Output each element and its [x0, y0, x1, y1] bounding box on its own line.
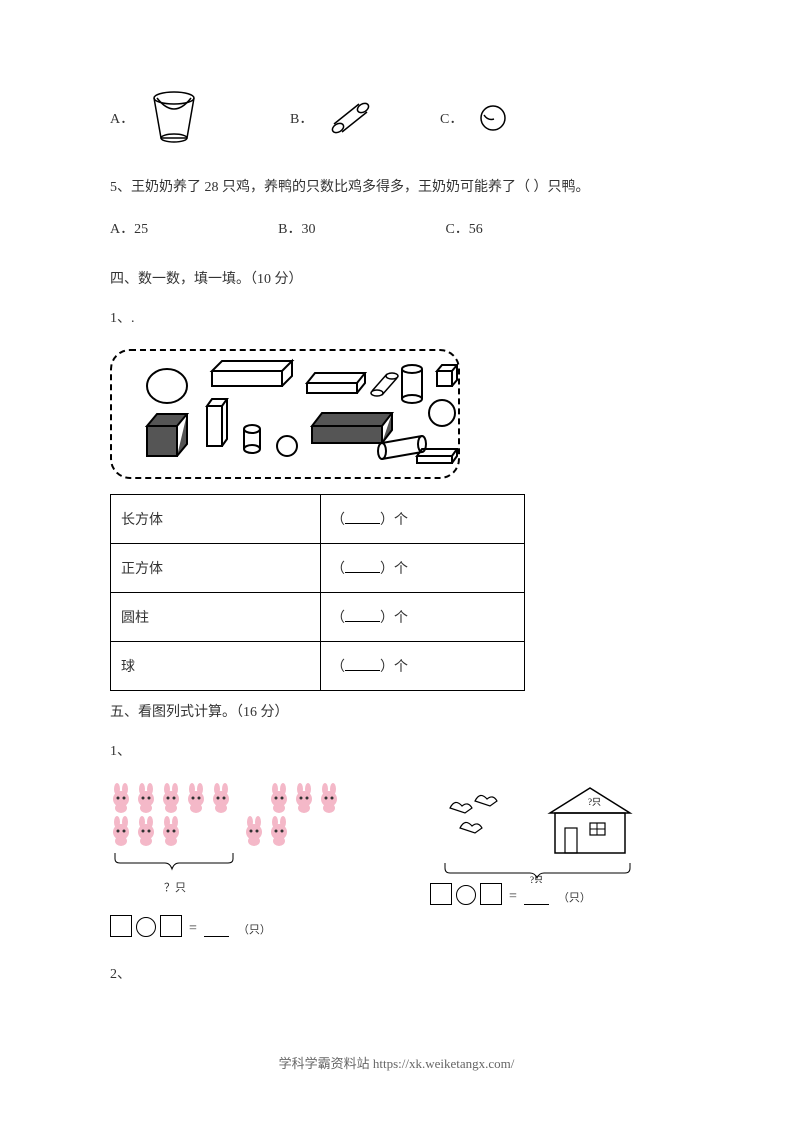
table-row: 正方体 （）个 [111, 544, 525, 593]
shape-count-cell: （）个 [321, 495, 525, 544]
rabbit-icon [110, 816, 132, 846]
svg-text:?只: ?只 [588, 797, 601, 807]
shapes-collection-box [110, 349, 460, 479]
q4-options-row: A． B． C． [110, 90, 683, 145]
section5-header: 五、看图列式计算。（16 分） [110, 701, 683, 721]
blank-input[interactable] [345, 512, 380, 524]
rabbit-icon [160, 783, 182, 813]
q4-option-c: C． [440, 103, 508, 133]
rabbit-icon [110, 783, 132, 813]
section5-q2: 2、 [110, 962, 683, 987]
table-row: 长方体 （）个 [111, 495, 525, 544]
q4-option-b: B． [290, 98, 440, 138]
equation-box-input[interactable] [110, 915, 132, 937]
equation-operator-input[interactable] [136, 917, 156, 937]
q4-label-b: B． [290, 108, 313, 128]
bird-house-problem: ?只 ?只 = （只） [430, 783, 680, 937]
shape-label: 圆柱 [111, 593, 321, 642]
rabbit-icon [160, 816, 182, 846]
shape-count-table: 长方体 （）个 正方体 （）个 圆柱 （）个 球 （）个 [110, 494, 525, 691]
bracket-icon [110, 851, 240, 871]
blank-input[interactable] [345, 610, 380, 622]
q4-label-c: C． [440, 108, 463, 128]
equation-row: = （只） [430, 883, 680, 905]
equation-operator-input[interactable] [456, 885, 476, 905]
q5-option-b: B．30 [278, 218, 315, 238]
shape-label: 正方体 [111, 544, 321, 593]
equation-unit: （只） [558, 889, 591, 905]
rabbit-icon [268, 783, 290, 813]
shapes-collection-icon [112, 351, 458, 477]
section5-q1: 1、 [110, 739, 683, 764]
bucket-icon [149, 90, 199, 145]
rabbit-icon [268, 816, 290, 846]
shape-count-cell: （）个 [321, 544, 525, 593]
bird-house-icon: ?只 ?只 [430, 783, 680, 883]
rabbit-icon [185, 783, 207, 813]
blank-input[interactable] [345, 561, 380, 573]
sphere-icon [478, 103, 508, 133]
bird-house-scene: ?只 ?只 [430, 783, 680, 863]
q5-option-a: A．25 [110, 218, 148, 238]
table-row: 球 （）个 [111, 642, 525, 691]
page-footer: 学科学霸资料站 https://xk.weiketangx.com/ [0, 1053, 793, 1072]
q4-label-a: A． [110, 108, 134, 128]
rabbit-problem: ？只 = （只） [110, 783, 360, 937]
equation-result-input[interactable] [524, 903, 549, 905]
q5-option-c: C．56 [445, 218, 482, 238]
equation-result-input[interactable] [204, 935, 229, 937]
equation-box-input[interactable] [430, 883, 452, 905]
shape-label: 球 [111, 642, 321, 691]
section4-q1: 1、. [110, 306, 683, 331]
rabbit-icon [135, 816, 157, 846]
q5-options-row: A．25 B．30 C．56 [110, 218, 683, 238]
shape-count-cell: （）个 [321, 642, 525, 691]
rabbit-icon [293, 783, 315, 813]
rabbit-icon [210, 783, 232, 813]
svg-text:?只: ?只 [530, 875, 543, 883]
equation-row: = （只） [110, 915, 360, 937]
problems-row-1: ？只 = （只） [110, 783, 683, 937]
cylinder-icon [328, 98, 373, 138]
q5-text: 5、王奶奶养了 28 只鸡，养鸭的只数比鸡多得多，王奶奶可能养了（ ）只鸭。 [110, 175, 683, 200]
rabbit-question-label: ？只 [110, 879, 240, 895]
rabbit-icon [135, 783, 157, 813]
shape-count-cell: （）个 [321, 593, 525, 642]
equation-box-input[interactable] [480, 883, 502, 905]
shape-label: 长方体 [111, 495, 321, 544]
equation-unit: （只） [238, 921, 271, 937]
rabbit-icon [318, 783, 340, 813]
rabbit-icon [243, 816, 265, 846]
section4-header: 四、数一数，填一填。（10 分） [110, 268, 683, 288]
q4-option-a: A． [110, 90, 290, 145]
rabbit-grid [110, 783, 350, 846]
blank-input[interactable] [345, 659, 380, 671]
equation-box-input[interactable] [160, 915, 182, 937]
table-row: 圆柱 （）个 [111, 593, 525, 642]
